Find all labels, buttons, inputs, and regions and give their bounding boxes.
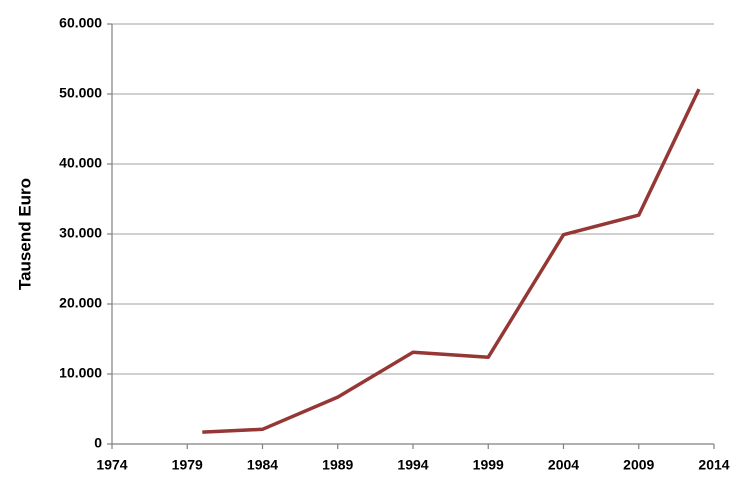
y-tick-label: 30.000 [59,225,102,241]
y-tick-label: 50.000 [59,85,102,101]
x-tick-label: 2009 [623,457,654,473]
y-tick-label: 60.000 [59,15,102,31]
x-tick-label: 1999 [473,457,504,473]
y-tick-label: 20.000 [59,295,102,311]
x-tick-label: 1974 [96,457,127,473]
x-tick-label: 2014 [698,457,729,473]
x-tick-label: 1979 [172,457,203,473]
x-tick-label: 1994 [397,457,428,473]
x-tick-label: 1989 [322,457,353,473]
data-line [202,88,701,434]
y-tick-label: 0 [94,435,102,451]
y-tick-label: 10.000 [59,365,102,381]
x-tick-label: 1984 [247,457,278,473]
x-tick-label: 2004 [548,457,579,473]
y-axis-label: Tausend Euro [15,178,34,290]
y-tick-label: 40.000 [59,155,102,171]
